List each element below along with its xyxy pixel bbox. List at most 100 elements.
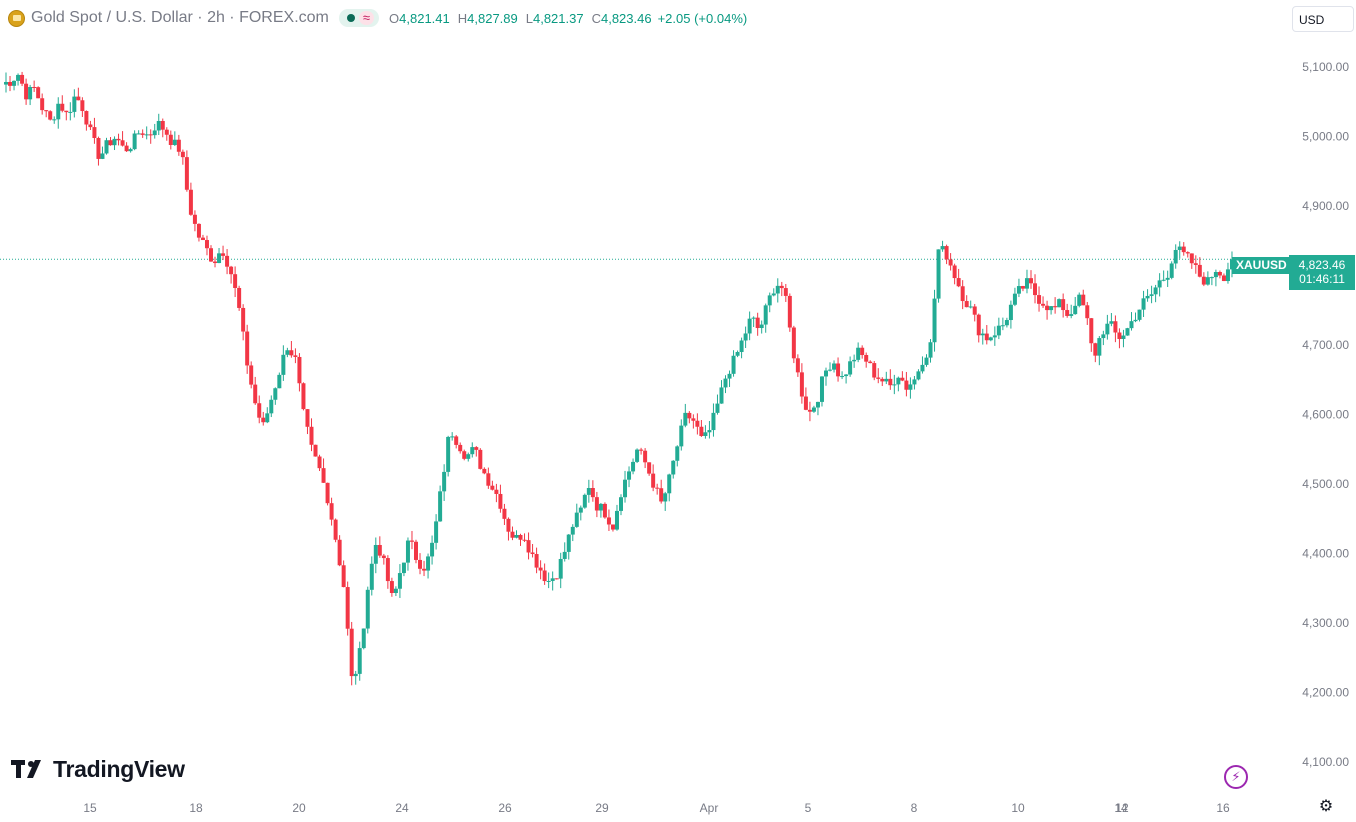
candle-body (1189, 253, 1194, 264)
symbol-title[interactable]: Gold Spot / U.S. Dollar · 2h · FOREX.com (31, 9, 329, 26)
candle (357, 641, 362, 681)
candle (1093, 342, 1098, 363)
candle-body (779, 285, 784, 289)
candle-body (100, 153, 105, 159)
candle (783, 283, 788, 302)
candle (397, 564, 402, 598)
candle-body (192, 214, 197, 224)
candle-body (337, 539, 342, 566)
candle (88, 120, 93, 131)
candle (691, 414, 696, 429)
candle (735, 350, 740, 358)
candle (627, 466, 632, 488)
candle (795, 354, 800, 377)
candle-body (96, 138, 101, 159)
candle (269, 395, 274, 418)
candle-body (1161, 279, 1166, 281)
candle (711, 403, 716, 437)
candle-body (932, 298, 937, 343)
last-price-value: 4,823.46 (1298, 258, 1346, 272)
indicator-toggle-pill[interactable]: ≈ (338, 9, 380, 27)
lightning-icon[interactable]: ⚡ (1224, 765, 1248, 789)
candle (554, 578, 559, 580)
candle (1141, 290, 1146, 318)
candle (1020, 285, 1025, 292)
open-label: O (389, 10, 400, 26)
candle (1105, 314, 1110, 340)
candle-body (948, 259, 953, 266)
candle-body (667, 474, 672, 494)
candle-body (1093, 343, 1098, 356)
candle-body (20, 74, 25, 84)
currency-selector[interactable]: USD (1292, 6, 1354, 32)
candle-body (1145, 295, 1150, 299)
candle-body (916, 371, 921, 380)
candle-body (840, 376, 845, 378)
candle-body (671, 460, 676, 475)
candle (864, 352, 869, 368)
candle-body (88, 124, 93, 128)
candle (273, 387, 278, 405)
candle (377, 536, 382, 558)
candle-body (727, 373, 732, 379)
candle (148, 129, 153, 144)
candle (309, 418, 314, 452)
candle-body (880, 378, 885, 382)
candle-body (1045, 305, 1050, 311)
settings-icon[interactable]: ⚙ (1318, 798, 1334, 815)
candle (381, 553, 386, 565)
bar-countdown: 01:46:11 (1299, 272, 1345, 286)
candle-body (1197, 264, 1202, 277)
candle (1081, 289, 1086, 306)
candle-body (546, 580, 551, 582)
candle-body (414, 541, 418, 560)
candle-body (241, 307, 246, 332)
candle-body (289, 350, 294, 356)
candle (454, 434, 459, 449)
candle-body (799, 372, 804, 397)
candle-body (735, 352, 740, 356)
candle (526, 532, 531, 560)
candle (1145, 289, 1150, 302)
candle (908, 377, 913, 399)
candle-body (1101, 334, 1106, 339)
candle-body (888, 378, 893, 386)
candle (1057, 298, 1062, 308)
candle-body (683, 412, 688, 426)
candle-body (1024, 278, 1029, 289)
candle-body (466, 454, 471, 459)
candle-body (434, 521, 439, 543)
candle-body (108, 140, 113, 146)
candle (156, 113, 161, 136)
candle-body (152, 130, 157, 136)
candle (200, 234, 205, 241)
candle-body (1209, 277, 1214, 279)
candle (836, 357, 841, 382)
candle-body (1041, 303, 1046, 306)
candle-body (498, 493, 503, 509)
candle (124, 142, 129, 152)
candle-body (1000, 325, 1005, 327)
candle (20, 71, 25, 87)
candle-body (305, 409, 310, 427)
candle (1217, 270, 1222, 279)
candle (775, 278, 780, 303)
candle-body (1213, 272, 1218, 278)
candle-body (711, 412, 716, 431)
candle-body (964, 301, 969, 308)
candle (948, 253, 953, 271)
candle (952, 263, 957, 285)
candle-body (836, 363, 841, 377)
candle (136, 130, 141, 135)
candle (647, 462, 652, 476)
candle (888, 369, 893, 390)
candle-body (807, 409, 812, 412)
tradingview-logo[interactable]: TradingView (11, 756, 185, 782)
candle (184, 150, 189, 192)
candle-body (80, 100, 85, 112)
candle-body (474, 447, 479, 450)
candle-body (1129, 321, 1134, 329)
candle-body (486, 473, 491, 486)
candle (442, 464, 447, 501)
